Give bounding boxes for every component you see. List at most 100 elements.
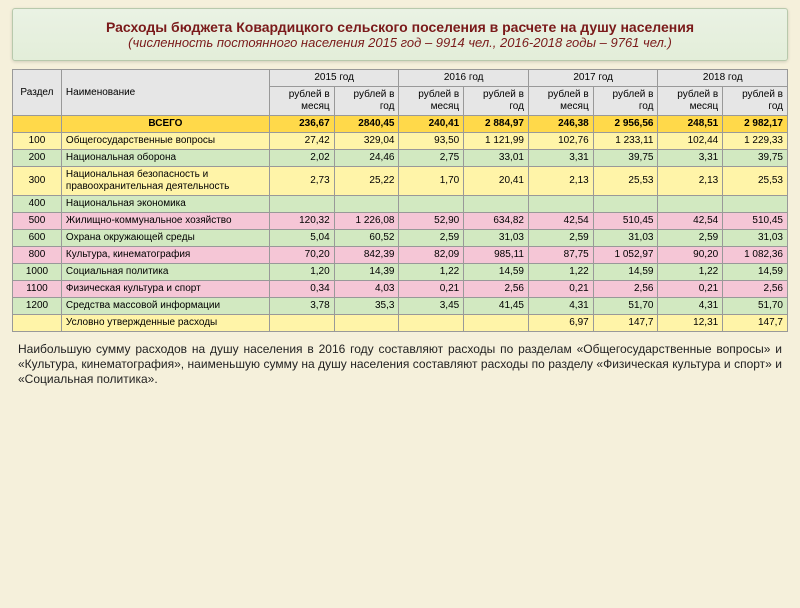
cell-value: 14,59 <box>593 264 658 281</box>
cell-value <box>464 196 529 213</box>
cell-name: Национальная безопасность и правоохранит… <box>61 167 269 196</box>
cell-value: 1,22 <box>528 264 593 281</box>
table-row: 300Национальная безопасность и правоохра… <box>13 167 788 196</box>
table-row: 500Жилищно-коммунальное хозяйство120,321… <box>13 213 788 230</box>
cell-code: 1100 <box>13 281 62 298</box>
cell-value: 25,53 <box>593 167 658 196</box>
table-row: 100Общегосударственные вопросы27,42329,0… <box>13 133 788 150</box>
cell-code: 1000 <box>13 264 62 281</box>
cell-value: 51,70 <box>723 298 788 315</box>
table-row: 600Охрана окружающей среды5,0460,522,593… <box>13 230 788 247</box>
th-sub-month: рублей в месяц <box>658 87 723 116</box>
cell-name: Охрана окружающей среды <box>61 230 269 247</box>
th-year-2015: 2015 год <box>269 70 399 87</box>
cell-code <box>13 315 62 332</box>
table-row: 1000Социальная политика1,2014,391,2214,5… <box>13 264 788 281</box>
title-main: Расходы бюджета Ковардицкого сельского п… <box>27 19 773 35</box>
cell-value <box>593 196 658 213</box>
cell-value: 90,20 <box>658 247 723 264</box>
cell-value <box>269 196 334 213</box>
cell-value: 31,03 <box>593 230 658 247</box>
cell-value: 87,75 <box>528 247 593 264</box>
cell-value: 1 233,11 <box>593 133 658 150</box>
cell-value: 3,78 <box>269 298 334 315</box>
cell-value: 236,67 <box>269 116 334 133</box>
cell-value: 39,75 <box>723 150 788 167</box>
cell-value: 3,31 <box>528 150 593 167</box>
cell-value <box>399 196 464 213</box>
cell-value <box>334 196 399 213</box>
cell-value: 14,59 <box>723 264 788 281</box>
th-sub-year: рублей в год <box>593 87 658 116</box>
cell-name: Национальная экономика <box>61 196 269 213</box>
cell-value <box>269 315 334 332</box>
cell-value: 27,42 <box>269 133 334 150</box>
cell-value: 2,13 <box>658 167 723 196</box>
cell-value: 70,20 <box>269 247 334 264</box>
cell-value: 4,31 <box>528 298 593 315</box>
cell-value: 1 226,08 <box>334 213 399 230</box>
cell-code: 800 <box>13 247 62 264</box>
cell-value: 2,02 <box>269 150 334 167</box>
cell-value: 2,59 <box>528 230 593 247</box>
table-row: Условно утвержденные расходы6,97147,712,… <box>13 315 788 332</box>
cell-value: 3,45 <box>399 298 464 315</box>
cell-value: 2,56 <box>723 281 788 298</box>
th-year-2018: 2018 год <box>658 70 788 87</box>
cell-value: 1 229,33 <box>723 133 788 150</box>
cell-value: 31,03 <box>464 230 529 247</box>
cell-value: 41,45 <box>464 298 529 315</box>
cell-value: 1 082,36 <box>723 247 788 264</box>
cell-value: 147,7 <box>593 315 658 332</box>
total-row: ВСЕГО236,672840,45240,412 884,97246,382 … <box>13 116 788 133</box>
cell-name: ВСЕГО <box>61 116 269 133</box>
cell-value: 2,56 <box>593 281 658 298</box>
cell-name: Общегосударственные вопросы <box>61 133 269 150</box>
th-sub-month: рублей в месяц <box>399 87 464 116</box>
cell-code: 300 <box>13 167 62 196</box>
cell-value: 842,39 <box>334 247 399 264</box>
cell-value: 2,13 <box>528 167 593 196</box>
cell-value: 510,45 <box>593 213 658 230</box>
cell-value: 329,04 <box>334 133 399 150</box>
cell-value: 0,21 <box>658 281 723 298</box>
cell-value: 0,34 <box>269 281 334 298</box>
cell-value: 2,73 <box>269 167 334 196</box>
cell-value: 4,31 <box>658 298 723 315</box>
cell-value <box>334 315 399 332</box>
table-row: 400Национальная экономика <box>13 196 788 213</box>
th-year-2017: 2017 год <box>528 70 658 87</box>
cell-name: Национальная оборона <box>61 150 269 167</box>
title-box: Расходы бюджета Ковардицкого сельского п… <box>12 8 788 61</box>
cell-name: Социальная политика <box>61 264 269 281</box>
cell-value: 1,22 <box>399 264 464 281</box>
cell-value: 93,50 <box>399 133 464 150</box>
cell-value: 634,82 <box>464 213 529 230</box>
cell-value: 52,90 <box>399 213 464 230</box>
cell-code: 600 <box>13 230 62 247</box>
cell-value: 2 982,17 <box>723 116 788 133</box>
th-name: Наименование <box>61 70 269 116</box>
cell-value: 102,76 <box>528 133 593 150</box>
cell-value: 4,03 <box>334 281 399 298</box>
cell-value <box>399 315 464 332</box>
th-sub-year: рублей в год <box>334 87 399 116</box>
cell-value <box>723 196 788 213</box>
th-sub-month: рублей в месяц <box>269 87 334 116</box>
cell-value <box>528 196 593 213</box>
cell-value: 20,41 <box>464 167 529 196</box>
cell-value: 60,52 <box>334 230 399 247</box>
cell-value: 25,53 <box>723 167 788 196</box>
cell-code: 100 <box>13 133 62 150</box>
cell-code: 400 <box>13 196 62 213</box>
cell-value: 1,70 <box>399 167 464 196</box>
cell-value: 240,41 <box>399 116 464 133</box>
cell-code: 200 <box>13 150 62 167</box>
cell-value: 120,32 <box>269 213 334 230</box>
table-row: 1100Физическая культура и спорт0,344,03 0… <box>13 281 788 298</box>
cell-value: 42,54 <box>658 213 723 230</box>
cell-value: 42,54 <box>528 213 593 230</box>
cell-value: 12,31 <box>658 315 723 332</box>
cell-name: Физическая культура и спорт <box>61 281 269 298</box>
table-body: ВСЕГО236,672840,45240,412 884,97246,382 … <box>13 116 788 332</box>
